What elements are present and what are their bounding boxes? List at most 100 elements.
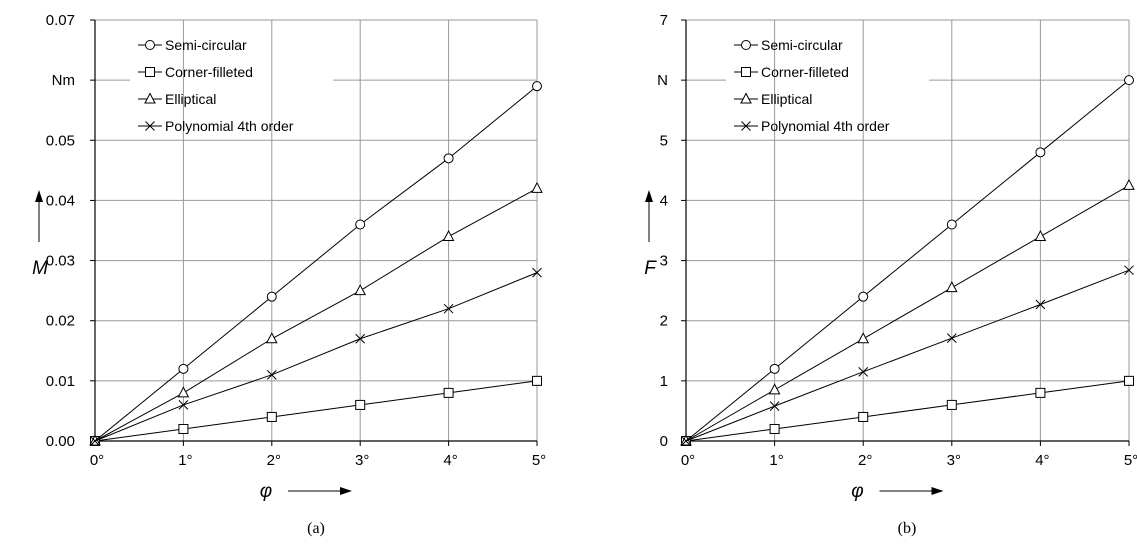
legend: Semi-circular Corner-filleted Elliptical Po… xyxy=(734,37,890,134)
legend-marker-square xyxy=(145,67,155,77)
x-tick-label: 3° xyxy=(355,452,369,469)
data-point-circle xyxy=(266,291,277,302)
data-point-cross xyxy=(681,436,691,446)
legend-label: Elliptical xyxy=(761,91,812,107)
x-tick-label: 4° xyxy=(1035,452,1049,469)
data-point-square xyxy=(178,423,189,434)
data-point-circle xyxy=(946,219,957,230)
series-line-3 xyxy=(685,269,1130,442)
data-point-square xyxy=(443,387,454,398)
data-point-square xyxy=(355,399,366,410)
y-axis-label: F xyxy=(644,258,657,279)
y-tick-label: 0.05 xyxy=(46,132,75,149)
data-point-triangle xyxy=(945,281,958,293)
data-point-triangle xyxy=(1123,178,1135,190)
legend-label: Polynomial 4th order xyxy=(761,118,890,134)
data-point-square xyxy=(532,375,542,386)
legend-marker-cross xyxy=(741,121,751,131)
legend-marker-triangle xyxy=(740,92,752,104)
y-tick-label: 0.01 xyxy=(46,373,75,390)
series-line-0 xyxy=(94,85,538,442)
data-point-cross xyxy=(355,333,366,344)
data-point-triangle xyxy=(265,332,278,344)
data-point-circle xyxy=(355,219,366,230)
series-line-0 xyxy=(685,79,1130,442)
data-point-circle xyxy=(532,81,542,92)
data-point-circle xyxy=(1124,75,1134,86)
series-line-2 xyxy=(685,184,1130,442)
data-point-triangle xyxy=(531,181,543,193)
legend-marker-cross xyxy=(145,121,155,131)
y-tick-label: 4 xyxy=(660,192,668,209)
legend-label: Elliptical xyxy=(165,91,216,107)
y-tick-label: 0.00 xyxy=(46,433,75,450)
x-axis-arrow-head xyxy=(340,487,352,495)
data-point-cross xyxy=(769,401,780,411)
data-point-cross xyxy=(946,333,957,344)
data-point-square xyxy=(1124,375,1134,386)
data-point-cross xyxy=(1035,299,1046,310)
series-line-3 xyxy=(94,272,538,442)
x-tick-label: 0° xyxy=(681,452,695,469)
legend-marker-circle xyxy=(145,40,155,50)
x-tick-label: 0° xyxy=(90,452,104,469)
y-tick-label: 5 xyxy=(660,132,668,149)
x-tick-label: 2° xyxy=(858,452,872,469)
y-tick-label: 0.04 xyxy=(46,192,75,209)
data-point-square xyxy=(858,411,869,422)
legend-marker-circle xyxy=(741,40,751,50)
x-tick-label: 1° xyxy=(769,452,783,469)
data-point-square xyxy=(769,423,780,434)
data-point-circle xyxy=(443,153,454,164)
x-axis-label: φ xyxy=(851,481,863,502)
data-point-square xyxy=(1035,387,1046,398)
data-point-circle xyxy=(858,291,869,302)
y-tick-label: 3 xyxy=(660,253,668,270)
data-point-square xyxy=(266,411,277,422)
legend-label: Semi-circular xyxy=(761,37,843,53)
x-tick-label: 1° xyxy=(178,452,192,469)
y-axis-arrow-head xyxy=(645,190,653,202)
legend-marker-square xyxy=(741,67,751,77)
legend: Semi-circular Corner-filleted Elliptical Po… xyxy=(138,37,294,134)
data-point-cross xyxy=(532,267,542,278)
x-tick-label: 5° xyxy=(532,452,546,469)
chart-panel-a: 0.00 0.01 0.02 0.03 0.04 0.05 Nm 0.07 0° 1° 2° 3° 4°… xyxy=(32,12,546,537)
x-tick-label: 2° xyxy=(267,452,281,469)
y-tick-label: 0 xyxy=(660,433,668,450)
x-axis-label: φ xyxy=(260,481,272,502)
data-point-circle xyxy=(1035,147,1046,158)
data-point-cross xyxy=(178,400,189,410)
data-point-circle xyxy=(178,363,189,374)
legend-label: Corner-filleted xyxy=(165,64,253,80)
data-point-square xyxy=(946,399,957,410)
y-axis-label: M xyxy=(32,258,48,279)
y-tick-label: 0.07 xyxy=(46,12,75,29)
legend-label: Polynomial 4th order xyxy=(165,118,294,134)
series-line-1 xyxy=(685,380,1130,442)
data-point-triangle xyxy=(768,383,781,395)
x-tick-label: 3° xyxy=(947,452,961,469)
chart-panel-b: 0 1 2 3 4 5 N 7 0° 1° 2° 3° 4° 5° Semi-circular Corner-… xyxy=(644,12,1137,537)
y-tick-label: 0.02 xyxy=(46,313,75,330)
data-point-cross xyxy=(858,366,869,377)
x-tick-label: 5° xyxy=(1124,452,1137,469)
data-point-cross xyxy=(266,369,277,380)
series-line-1 xyxy=(94,380,538,442)
y-axis-arrow-head xyxy=(35,190,43,202)
data-point-cross xyxy=(1124,265,1134,276)
y-tick-label: 7 xyxy=(660,12,668,29)
data-point-triangle xyxy=(857,332,870,344)
data-point-triangle xyxy=(177,386,190,398)
legend-marker-triangle xyxy=(144,92,156,104)
y-tick-label: Nm xyxy=(52,72,75,89)
legend-label: Corner-filleted xyxy=(761,64,849,80)
data-point-triangle xyxy=(442,229,455,242)
x-axis-arrow-head xyxy=(931,487,944,495)
x-tick-label: 4° xyxy=(443,452,457,469)
y-tick-label: 2 xyxy=(660,313,668,330)
data-point-triangle xyxy=(1034,229,1047,242)
data-point-cross xyxy=(90,436,100,446)
legend-label: Semi-circular xyxy=(165,37,247,53)
